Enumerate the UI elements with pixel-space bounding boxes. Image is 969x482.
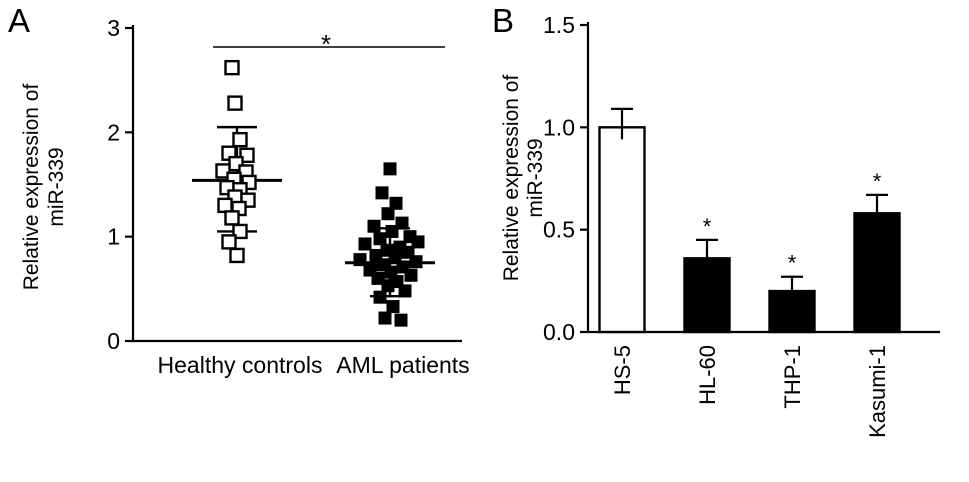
significance-star: *: [321, 29, 331, 59]
scatter-point: [386, 300, 400, 314]
scatter-point: [378, 311, 392, 325]
x-category-label: Kasumi-1: [865, 345, 890, 438]
scatter-point: [409, 255, 423, 269]
scatter-point: [383, 162, 397, 176]
bar-chart-mir339-cell-lines: 0.0 0.5 1.0 1.5 Relative expression of miR-33…: [500, 12, 940, 438]
x-category-label: Healthy controls: [158, 352, 323, 378]
scatter-point: [373, 290, 387, 304]
scatter-point: [232, 223, 248, 240]
scatter-chart-mir339-patients: * 0 1 2 3 Relative expression of miR-339 Health…: [20, 15, 470, 378]
scatter-point: [227, 95, 243, 111]
x-category-label: HL-60: [695, 345, 720, 405]
y-tick-label: 1.5: [543, 12, 575, 38]
scatter-point: [239, 147, 255, 163]
scatter-point: [371, 271, 385, 285]
y-tick-label: 0.5: [543, 217, 575, 243]
scatter-point: [358, 237, 372, 251]
significance-star: *: [873, 169, 882, 194]
scatter-point: [232, 131, 248, 148]
panel-a-label: A: [8, 2, 31, 39]
y-tick-label: 1.0: [543, 114, 575, 140]
y-axis-title: Relative expression of: [500, 75, 523, 282]
y-axis-title: miR-339: [45, 147, 68, 226]
scatter-point: [411, 235, 425, 249]
x-category-label: AML patients: [336, 352, 469, 378]
scatter-point: [404, 268, 418, 282]
y-axis-title: miR-339: [524, 138, 547, 217]
significance-star: *: [788, 251, 797, 276]
scatter-point: [217, 197, 233, 214]
panel-b-label: B: [492, 2, 515, 39]
scatter-point: [394, 313, 408, 327]
x-category-label: HS-5: [610, 345, 635, 395]
y-axis-title: Relative expression of: [20, 84, 43, 291]
scatter-point: [375, 186, 389, 200]
y-tick-label: 3: [107, 15, 120, 41]
scatter-point: [385, 224, 399, 238]
scatter-point: [353, 253, 367, 267]
y-tick-label: 2: [107, 119, 120, 145]
x-category-label: THP-1: [780, 345, 805, 409]
y-tick-label: 0: [107, 328, 120, 354]
scatter-point: [398, 284, 412, 298]
scatter-point: [373, 232, 387, 246]
scatter-point: [224, 210, 240, 226]
significance-star: *: [703, 214, 712, 239]
scatter-point: [381, 279, 395, 293]
scatter-point: [381, 207, 395, 221]
y-tick-label: 0.0: [543, 319, 575, 345]
scatter-point: [221, 234, 237, 250]
scatter-point: [367, 219, 381, 233]
bar-hl-60: [683, 257, 731, 334]
y-tick-label: 1: [107, 224, 120, 250]
scatter-point: [224, 59, 240, 76]
scatter-point: [389, 196, 403, 210]
scatter-point: [229, 247, 245, 264]
scatter-point: [215, 163, 231, 179]
scatter-point: [395, 216, 409, 230]
bar-hs-5: [598, 126, 646, 334]
bar-kasumi-1: [853, 212, 901, 334]
